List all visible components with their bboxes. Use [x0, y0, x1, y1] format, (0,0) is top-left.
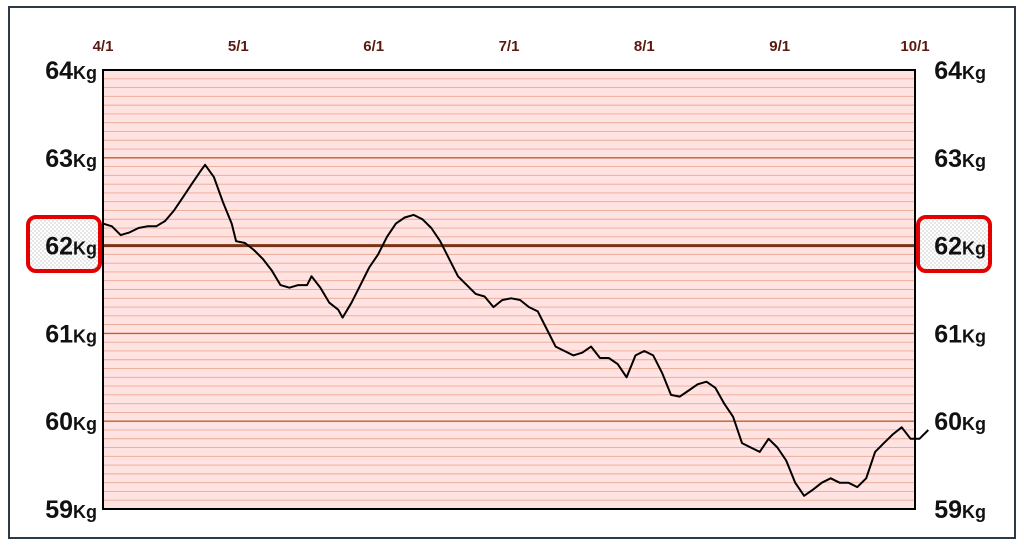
- x-tick-label: 7/1: [499, 38, 520, 55]
- right-highlight-box: [916, 215, 992, 273]
- y-tick-number: 64: [45, 57, 73, 85]
- y-tick-number: 63: [934, 145, 962, 173]
- y-tick-label: 62Kg: [45, 233, 97, 261]
- weight-series-line: [102, 163, 930, 497]
- y-tick-unit: Kg: [73, 502, 97, 522]
- y-tick-label: 61Kg: [934, 320, 986, 348]
- y-tick-number: 64: [934, 57, 962, 85]
- y-tick-unit: Kg: [73, 151, 97, 171]
- left-highlight-box: [26, 215, 102, 273]
- target-highlight-boxes: [26, 215, 992, 273]
- plot-border: [102, 69, 916, 510]
- y-tick-number: 60: [934, 408, 962, 436]
- y-tick-label: 59Kg: [45, 496, 97, 524]
- y-tick-unit: Kg: [962, 326, 986, 346]
- y-tick-label: 59Kg: [934, 496, 986, 524]
- major-gridlines: [103, 157, 915, 422]
- y-tick-unit: Kg: [73, 239, 97, 259]
- y-tick-unit: Kg: [962, 502, 986, 522]
- minor-gridlines: [103, 78, 915, 501]
- y-tick-unit: Kg: [73, 414, 97, 434]
- y-tick-number: 61: [45, 320, 73, 348]
- y-tick-number: 60: [45, 408, 73, 436]
- y-tick-unit: Kg: [962, 239, 986, 259]
- x-tick-label: 8/1: [634, 38, 655, 55]
- y-tick-unit: Kg: [962, 151, 986, 171]
- x-tick-label: 5/1: [228, 38, 249, 55]
- y-tick-unit: Kg: [73, 63, 97, 83]
- y-tick-unit: Kg: [73, 326, 97, 346]
- y-tick-number: 62: [934, 233, 962, 261]
- y-tick-number: 59: [45, 496, 73, 524]
- y-tick-label: 60Kg: [934, 408, 986, 436]
- chart-frame: [8, 6, 1016, 539]
- y-tick-label: 64Kg: [934, 57, 986, 85]
- y-tick-number: 62: [45, 233, 73, 261]
- y-tick-number: 59: [934, 496, 962, 524]
- y-tick-number: 63: [45, 145, 73, 173]
- x-tick-label: 9/1: [769, 38, 790, 55]
- x-tick-label: 6/1: [363, 38, 384, 55]
- y-tick-label: 60Kg: [45, 408, 97, 436]
- x-tick-label: 4/1: [93, 38, 114, 55]
- x-tick-label: 10/1: [900, 38, 929, 55]
- y-tick-label: 61Kg: [45, 320, 97, 348]
- y-tick-label: 64Kg: [45, 57, 97, 85]
- y-tick-label: 63Kg: [934, 145, 986, 173]
- y-tick-unit: Kg: [962, 414, 986, 434]
- y-tick-label: 62Kg: [934, 233, 986, 261]
- x-axis-date-labels: 4/1 5/1 6/1 7/1 8/1 9/1 10/1: [93, 38, 930, 55]
- y-tick-label: 63Kg: [45, 145, 97, 173]
- y-tick-number: 61: [934, 320, 962, 348]
- y-tick-unit: Kg: [962, 63, 986, 83]
